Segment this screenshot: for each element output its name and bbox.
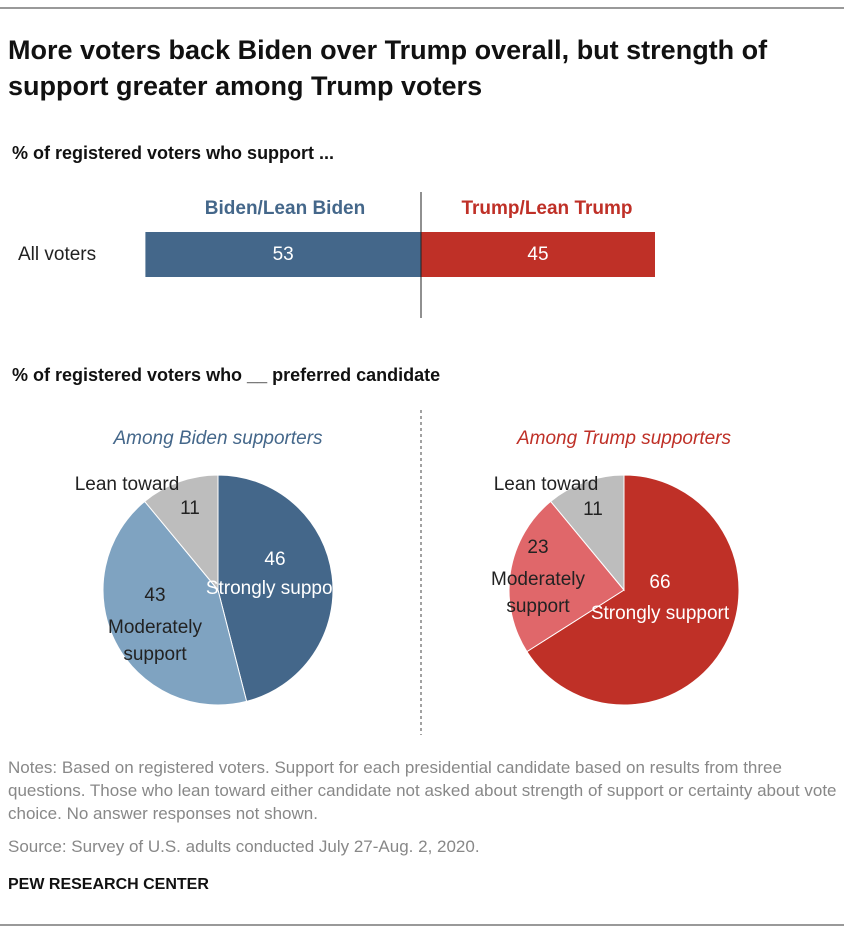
pie-slice — [217, 474, 334, 702]
pie-slice — [508, 500, 625, 653]
footer: PEW RESEARCH CENTER — [8, 876, 209, 893]
bar — [421, 232, 655, 277]
slice-value-label: 43 — [144, 585, 166, 606]
pie-slice — [102, 500, 248, 706]
pie-title: Among Trump supporters — [516, 428, 731, 449]
slice-category-label: Lean toward — [493, 474, 599, 495]
slice-category-label: Lean toward — [74, 474, 180, 495]
legend-label: Biden/Lean Biden — [204, 198, 366, 219]
slice-value-label: 23 — [527, 537, 549, 558]
notes: Notes: Based on registered voters. Suppo… — [8, 758, 837, 823]
slice-value-label: 11 — [180, 498, 200, 519]
pie-slice — [143, 474, 219, 592]
category-label: All voters — [18, 244, 97, 265]
pie-slice — [526, 474, 740, 706]
pie-title: Among Biden supporters — [113, 428, 323, 449]
slice-category-label: Strongly support — [590, 603, 730, 624]
slice-value-label: 11 — [583, 499, 603, 520]
source: Source: Survey of U.S. adults conducted … — [8, 837, 480, 856]
bar-value-label: 45 — [527, 244, 549, 265]
slice-value-label: 46 — [264, 549, 286, 570]
bar-value-label: 53 — [272, 244, 294, 265]
pie-slice — [549, 474, 625, 592]
slice-category-label: Moderately support — [491, 569, 585, 617]
slice-category-label: Moderately support — [108, 617, 202, 665]
legend-label: Trump/Lean Trump — [461, 198, 633, 219]
subtitle: % of registered voters who support ... — [12, 143, 335, 163]
title: More voters back Biden over Trump overal… — [8, 35, 768, 101]
subtitle: % of registered voters who __ preferred … — [12, 365, 441, 385]
slice-category-label: Strongly support — [205, 578, 345, 599]
slice-value-label: 66 — [649, 572, 671, 593]
bar — [145, 232, 421, 277]
